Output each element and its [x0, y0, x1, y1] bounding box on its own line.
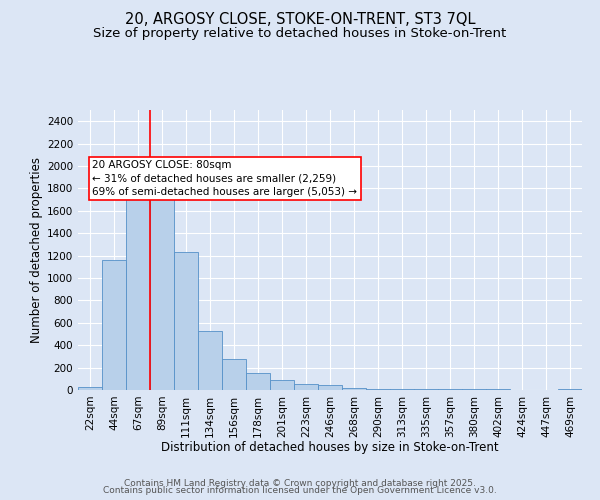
Bar [438, 389, 462, 390]
Bar [102, 260, 126, 390]
Bar [78, 387, 102, 390]
Bar [414, 389, 438, 390]
Bar [318, 385, 342, 390]
Bar [390, 389, 414, 390]
Bar [246, 372, 270, 390]
Bar [342, 388, 366, 390]
Bar [222, 359, 246, 390]
Text: 20, ARGOSY CLOSE, STOKE-ON-TRENT, ST3 7QL: 20, ARGOSY CLOSE, STOKE-ON-TRENT, ST3 7Q… [125, 12, 475, 28]
Bar [198, 331, 222, 390]
Text: 20 ARGOSY CLOSE: 80sqm
← 31% of detached houses are smaller (2,259)
69% of semi-: 20 ARGOSY CLOSE: 80sqm ← 31% of detached… [92, 160, 358, 197]
Text: Contains HM Land Registry data © Crown copyright and database right 2025.: Contains HM Land Registry data © Crown c… [124, 478, 476, 488]
Bar [174, 252, 198, 390]
X-axis label: Distribution of detached houses by size in Stoke-on-Trent: Distribution of detached houses by size … [161, 441, 499, 454]
Bar [126, 168, 150, 390]
Bar [366, 388, 390, 390]
Bar [294, 384, 318, 390]
Text: Size of property relative to detached houses in Stoke-on-Trent: Size of property relative to detached ho… [94, 28, 506, 40]
Bar [270, 380, 294, 390]
Y-axis label: Number of detached properties: Number of detached properties [30, 157, 43, 343]
Bar [150, 183, 174, 390]
Bar [558, 389, 582, 390]
Text: Contains public sector information licensed under the Open Government Licence v3: Contains public sector information licen… [103, 486, 497, 495]
